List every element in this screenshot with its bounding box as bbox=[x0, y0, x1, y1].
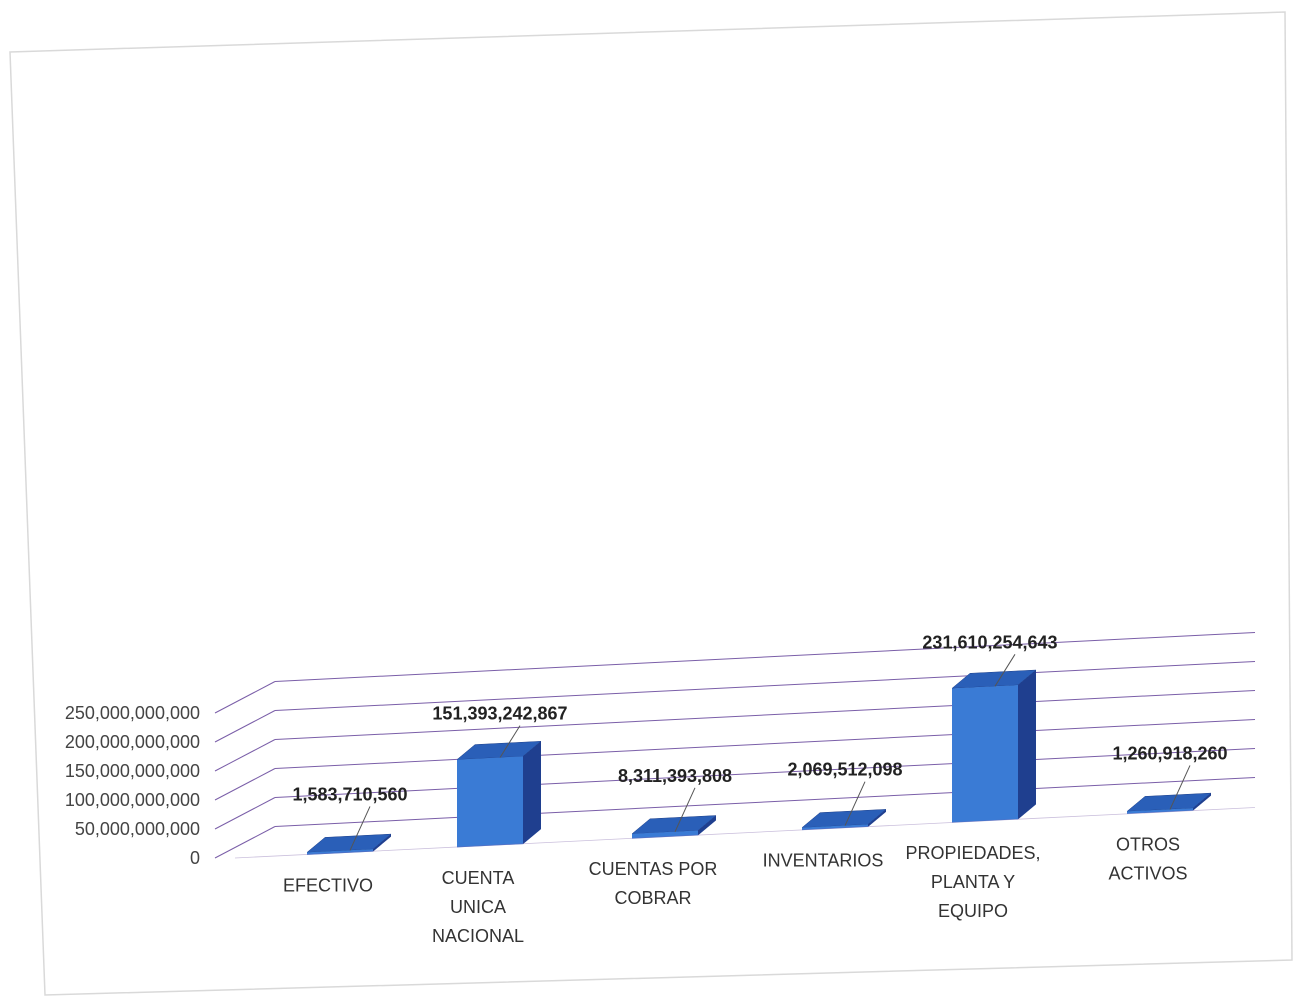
bar-top-face bbox=[1126, 792, 1212, 812]
chart-border bbox=[9, 11, 1293, 996]
gridline bbox=[274, 632, 1256, 682]
bar-top-face bbox=[631, 815, 717, 835]
gridline-edge bbox=[214, 826, 276, 859]
category-label: EQUIPO bbox=[938, 901, 1008, 921]
category-label: PLANTA Y bbox=[931, 872, 1015, 892]
y-tick-label: 200,000,000,000 bbox=[65, 732, 200, 752]
bar bbox=[802, 824, 868, 831]
category-label: ACTIVOS bbox=[1108, 863, 1187, 883]
data-label: 151,393,242,867 bbox=[432, 704, 567, 724]
x-axis-baseline bbox=[234, 807, 1256, 859]
y-tick-label: 100,000,000,000 bbox=[65, 790, 200, 810]
data-label-leader bbox=[674, 787, 696, 833]
category-label: EFECTIVO bbox=[283, 875, 373, 895]
category-label: CUENTAS POR bbox=[589, 859, 718, 879]
bar bbox=[1127, 808, 1193, 814]
data-label-leader bbox=[499, 725, 521, 758]
gridline bbox=[274, 748, 1256, 798]
gridline-edge bbox=[214, 710, 276, 743]
data-label-leader bbox=[349, 806, 371, 851]
bar bbox=[457, 756, 523, 848]
gridline-edge bbox=[214, 739, 276, 772]
category-label: UNICA bbox=[450, 897, 506, 917]
data-label: 1,583,710,560 bbox=[292, 784, 407, 804]
category-label: NACIONAL bbox=[432, 926, 524, 946]
category-label: INVENTARIOS bbox=[763, 851, 884, 871]
bar bbox=[307, 849, 373, 855]
bar-top-face bbox=[801, 809, 887, 828]
y-tick-label: 50,000,000,000 bbox=[75, 819, 200, 839]
bar-side-face bbox=[1193, 793, 1211, 811]
data-label: 2,069,512,098 bbox=[787, 760, 902, 780]
gridline bbox=[274, 719, 1256, 769]
y-tick-label: 0 bbox=[190, 848, 200, 868]
y-tick-label: 150,000,000,000 bbox=[65, 761, 200, 781]
bar bbox=[632, 830, 698, 839]
bar-side-face bbox=[373, 834, 391, 852]
gridline-edge bbox=[214, 768, 276, 801]
bar-side-face bbox=[868, 809, 886, 827]
data-label: 1,260,918,260 bbox=[1112, 743, 1227, 763]
category-label: COBRAR bbox=[614, 888, 691, 908]
data-label: 231,610,254,643 bbox=[922, 632, 1057, 652]
data-label-leader bbox=[1169, 765, 1191, 810]
gridline-edge bbox=[214, 797, 276, 830]
data-label-leader bbox=[994, 654, 1016, 687]
bar-side-face bbox=[698, 815, 716, 836]
gridline-edge bbox=[214, 681, 276, 714]
category-label: OTROS bbox=[1116, 834, 1180, 854]
bar bbox=[952, 685, 1018, 823]
category-label: CUENTA bbox=[442, 868, 515, 888]
gridline bbox=[274, 777, 1256, 827]
category-label: PROPIEDADES, bbox=[905, 843, 1040, 863]
gridline bbox=[274, 690, 1256, 740]
bar-top-face bbox=[306, 833, 392, 853]
bar-side-face bbox=[1018, 670, 1036, 820]
data-label: 8,311,393,808 bbox=[618, 766, 732, 786]
bar-side-face bbox=[523, 741, 541, 845]
data-label-leader bbox=[844, 781, 866, 826]
gridline bbox=[274, 661, 1256, 711]
y-tick-label: 250,000,000,000 bbox=[65, 703, 200, 723]
